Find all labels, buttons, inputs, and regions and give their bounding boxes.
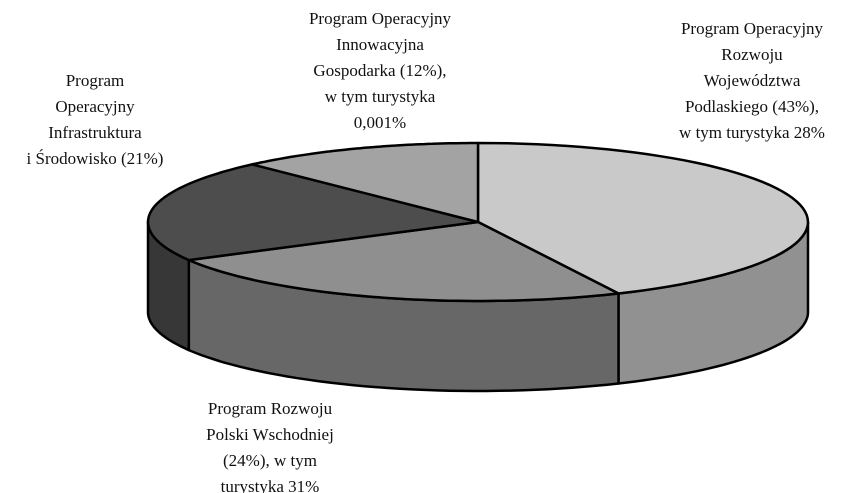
pie-slice bbox=[146, 163, 480, 262]
label-line: Innowacyjna bbox=[336, 35, 424, 54]
label-line: Program bbox=[66, 71, 125, 90]
label-line: Gospodarka (12%), bbox=[313, 61, 446, 80]
pie-slice bbox=[187, 220, 620, 303]
slice-label: Program Operacyjny Rozwoju Województwa Podl… bbox=[679, 19, 825, 142]
label-line: turystyka 31% bbox=[221, 477, 320, 493]
label-line: Program Operacyjny bbox=[309, 9, 452, 28]
label-line: (24%), w tym bbox=[223, 451, 317, 470]
label-line: 0,001% bbox=[354, 113, 406, 132]
pie-slice bbox=[250, 141, 480, 224]
slice-label: Program Operacyjny Innowacyjna Gospodarka … bbox=[309, 9, 452, 132]
slice-label: Program Operacyjny Infrastruktura i Środowi… bbox=[27, 71, 164, 168]
label-line: Rozwoju bbox=[721, 45, 783, 64]
label-line: i Środowisko (21%) bbox=[27, 149, 164, 168]
slice-label: Program Rozwoju Polski Wschodniej (24%), w… bbox=[206, 399, 334, 493]
label-line: Województwa bbox=[704, 71, 801, 90]
label-line: Program Rozwoju bbox=[208, 399, 333, 418]
pie-slice bbox=[476, 141, 810, 295]
label-line: w tym turystyka 28% bbox=[679, 123, 825, 142]
label-line: Infrastruktura bbox=[48, 123, 142, 142]
label-line: Operacyjny bbox=[55, 97, 135, 116]
label-line: Program Operacyjny bbox=[681, 19, 824, 38]
label-line: Polski Wschodniej bbox=[206, 425, 334, 444]
label-line: w tym turystyka bbox=[325, 87, 436, 106]
label-line: Podlaskiego (43%), bbox=[685, 97, 819, 116]
